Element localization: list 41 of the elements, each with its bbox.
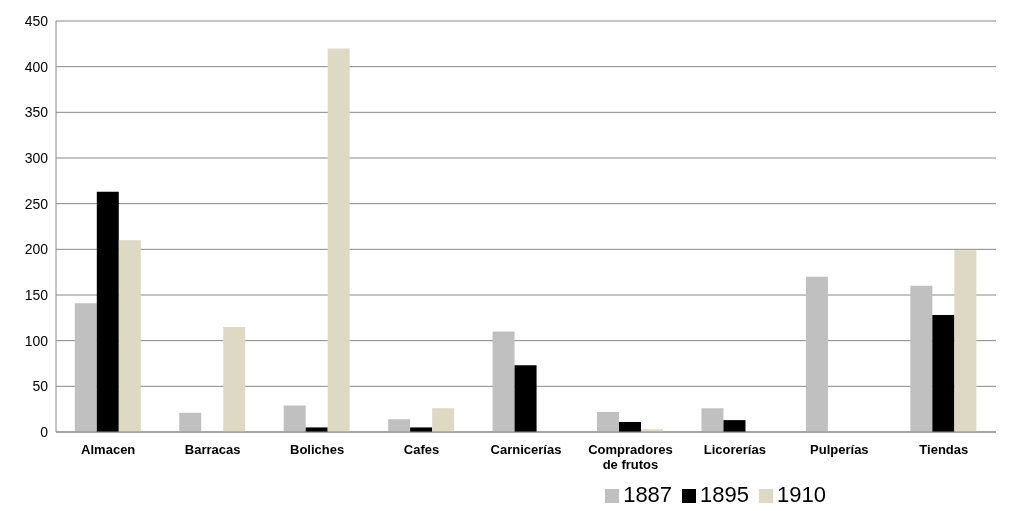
x-tick-label: Pulperías: [810, 442, 869, 457]
y-tick-label: 400: [24, 58, 49, 75]
bar: [805, 276, 828, 432]
legend-label: 1887: [623, 482, 673, 507]
y-tick-label: 350: [24, 104, 49, 121]
bar: [619, 421, 642, 432]
bar: [74, 303, 97, 432]
bar: [723, 420, 746, 432]
x-tick-label: Carnicerías: [490, 442, 562, 457]
bar: [179, 412, 202, 432]
y-tick-label: 450: [24, 12, 49, 29]
y-tick-label: 200: [24, 241, 49, 258]
bar: [701, 408, 724, 432]
bar: [96, 191, 119, 432]
y-tick-label: 250: [24, 195, 49, 212]
bar: [283, 405, 306, 432]
x-tick-label: Almacen: [81, 442, 136, 457]
y-tick-label: 150: [24, 286, 49, 303]
x-tick-label: Boliches: [290, 442, 345, 457]
legend-label: 1910: [777, 482, 826, 507]
bar: [492, 331, 515, 432]
x-tick-label: Cafes: [403, 442, 440, 457]
bar: [514, 365, 537, 432]
bar: [597, 411, 620, 432]
y-tick-label: 100: [24, 332, 49, 349]
bar: [432, 408, 455, 432]
y-tick-label: 50: [32, 378, 49, 395]
y-tick-label: 0: [40, 423, 49, 440]
y-tick-label: 300: [24, 149, 49, 166]
bar: [910, 285, 933, 432]
x-tick-label: Barracas: [184, 442, 241, 457]
legend-label: 1895: [700, 482, 750, 507]
bar: [118, 240, 141, 432]
bar: [932, 315, 955, 432]
bar: [954, 250, 977, 432]
bar: [388, 419, 411, 432]
bar: [223, 326, 246, 432]
x-tick-label: Licorerías: [703, 442, 766, 457]
bar: [327, 48, 350, 432]
x-tick-label: Tiendas: [919, 442, 969, 457]
x-tick-label: Compradores de frutos: [588, 442, 673, 472]
